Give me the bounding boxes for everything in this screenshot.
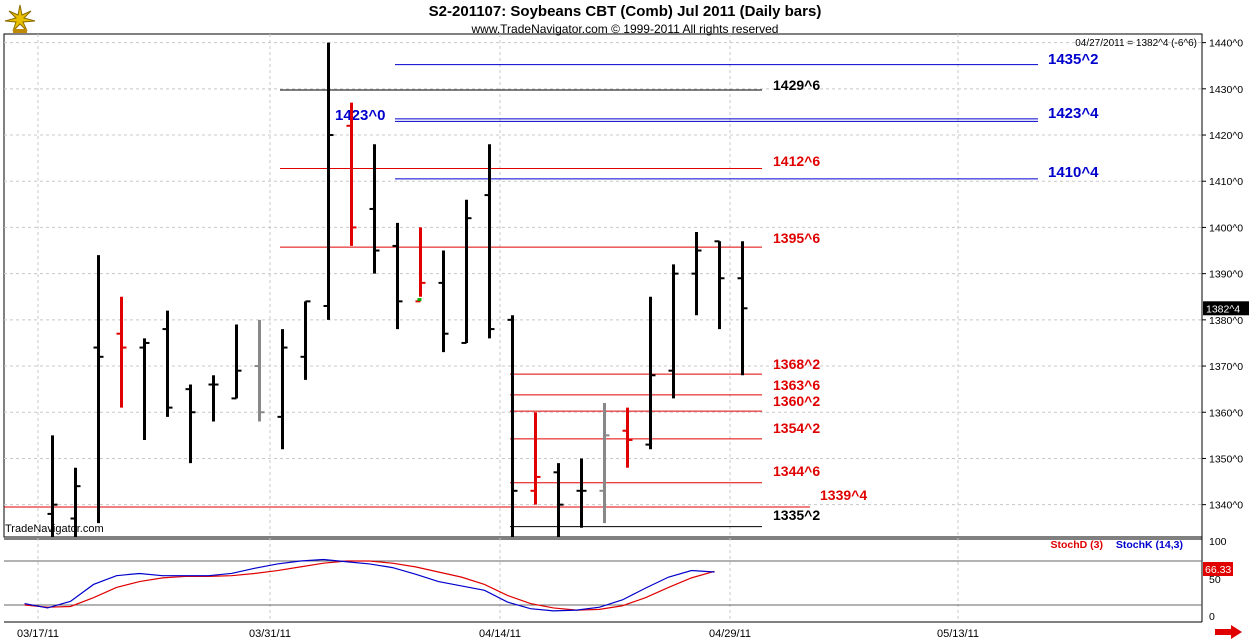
stoch-value-label: 66.33 bbox=[1205, 564, 1231, 576]
stochK-legend: StochK (14,3) bbox=[1116, 539, 1183, 551]
level-label: 1435^2 bbox=[1048, 51, 1098, 68]
watermark: TradeNavigator.com bbox=[5, 523, 104, 535]
level-label: 1423^0 bbox=[335, 107, 385, 124]
y-tick-label: 1440^0 bbox=[1209, 38, 1243, 50]
level-label: 1429^6 bbox=[773, 77, 820, 93]
y-tick-label: 1360^0 bbox=[1209, 407, 1243, 419]
level-label: 1423^4 bbox=[1048, 105, 1099, 122]
chart-title: S2-201107: Soybeans CBT (Comb) Jul 2011 … bbox=[428, 3, 822, 20]
y-tick-label: 1380^0 bbox=[1209, 315, 1243, 327]
y-tick-label: 1400^0 bbox=[1209, 222, 1243, 234]
level-label: 1339^4 bbox=[820, 487, 867, 503]
level-label: 1363^6 bbox=[773, 377, 820, 393]
scroll-right-arrow-icon[interactable] bbox=[1213, 625, 1243, 639]
level-label: 1354^2 bbox=[773, 420, 820, 436]
marker-dot bbox=[417, 298, 422, 302]
price-tag-label: 1382^4 bbox=[1206, 303, 1240, 315]
y-tick-label: 1370^0 bbox=[1209, 361, 1243, 373]
y-tick-label: 1340^0 bbox=[1209, 500, 1243, 512]
stoch-value-tag bbox=[1203, 562, 1233, 576]
stoch-tick-label: 100 bbox=[1209, 536, 1227, 548]
level-label: 1368^2 bbox=[773, 356, 820, 372]
y-tick-label: 1410^0 bbox=[1209, 176, 1243, 188]
level-label: 1344^6 bbox=[773, 463, 820, 479]
x-tick-label: 03/17/11 bbox=[17, 628, 59, 640]
stochD-legend: StochD (3) bbox=[1051, 539, 1104, 551]
trade-navigator-logo-icon bbox=[4, 4, 36, 33]
x-tick-label: 05/13/11 bbox=[937, 628, 979, 640]
x-tick-label: 04/14/11 bbox=[479, 628, 521, 640]
y-tick-label: 1350^0 bbox=[1209, 453, 1243, 465]
y-tick-label: 1420^0 bbox=[1209, 130, 1243, 142]
stoch-tick-label: 50 bbox=[1209, 574, 1221, 586]
chart-subtitle: www.TradeNavigator.com © 1999-2011 All r… bbox=[471, 22, 779, 36]
y-tick-label: 1430^0 bbox=[1209, 84, 1243, 96]
stoch-series-line bbox=[24, 560, 715, 611]
level-label: 1360^2 bbox=[773, 393, 820, 409]
level-label: 1410^4 bbox=[1048, 164, 1099, 181]
level-label: 1412^6 bbox=[773, 153, 820, 169]
stoch-tick-label: 0 bbox=[1209, 611, 1215, 623]
y-tick-label: 1390^0 bbox=[1209, 269, 1243, 281]
stoch-series-line bbox=[24, 558, 715, 612]
last-bar-info: 04/27/2011 = 1382^4 (-6^6) bbox=[1075, 38, 1197, 49]
level-label: 1395^6 bbox=[773, 230, 820, 246]
level-label: 1335^2 bbox=[773, 507, 820, 523]
x-tick-label: 04/29/11 bbox=[709, 628, 751, 640]
price-tag bbox=[1203, 301, 1249, 316]
x-tick-label: 03/31/11 bbox=[249, 628, 291, 640]
